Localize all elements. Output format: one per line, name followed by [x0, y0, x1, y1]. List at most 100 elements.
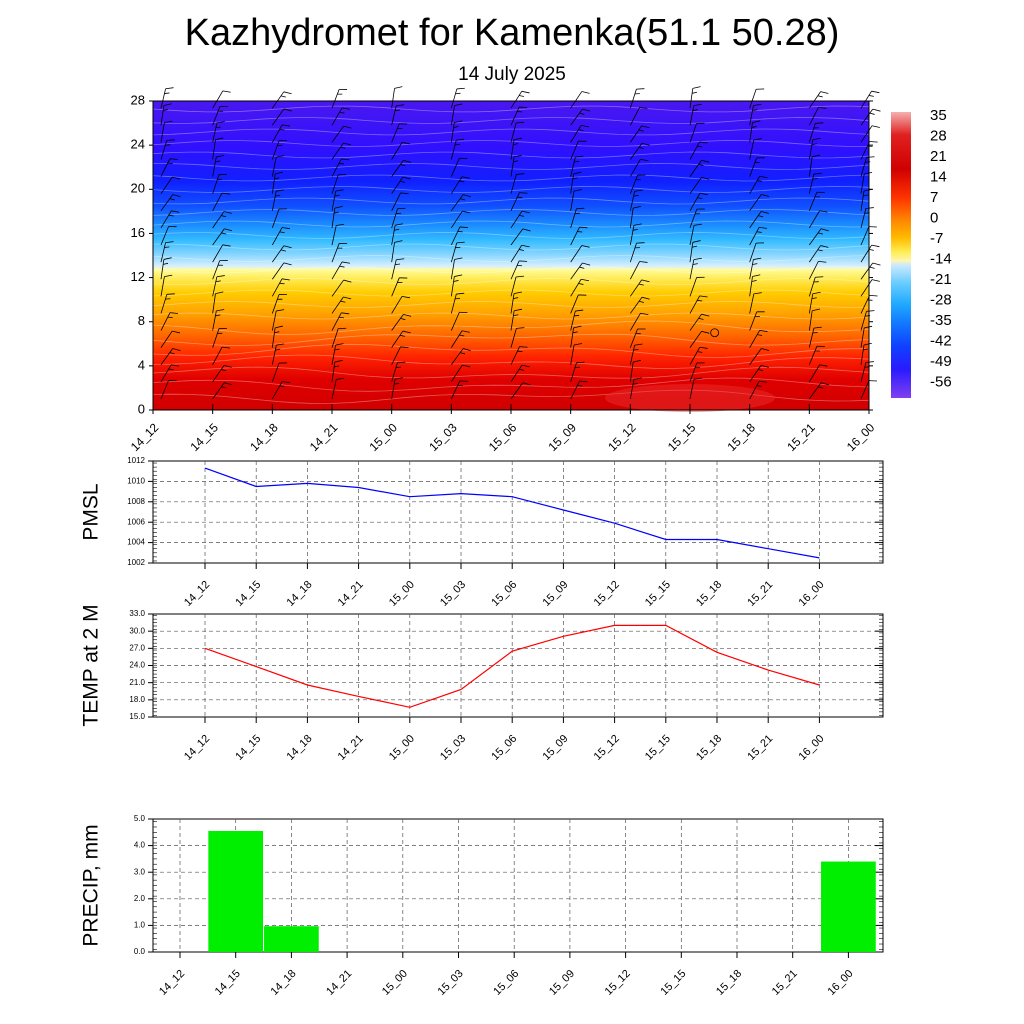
wind-barb [510, 244, 530, 263]
x-tick-label: 14_18 [284, 579, 314, 609]
wind-barb [749, 88, 765, 109]
x-tick-label: 14_18 [284, 733, 314, 763]
wind-barb [160, 380, 177, 400]
wind-barb [271, 189, 285, 211]
pmsl-frame [152, 460, 884, 564]
wind-barb [391, 141, 410, 160]
wind-barb [510, 327, 525, 348]
wind-barb [271, 208, 288, 229]
wind-barb [808, 172, 822, 194]
wind-barb [160, 293, 175, 314]
wind-barb [391, 104, 405, 126]
wind-barb [860, 279, 880, 297]
y-tick-label: 12 [131, 269, 145, 284]
x-tick-label: 15_09 [540, 733, 570, 763]
wind-barb [272, 108, 292, 126]
colorbar-label: 0 [930, 209, 938, 226]
wind-barb [570, 140, 587, 160]
wind-barb [331, 107, 350, 126]
colorbar-label: -35 [930, 312, 952, 329]
colorbar-label: -14 [930, 250, 952, 267]
wind-barb [450, 292, 465, 314]
colorbar-label: -28 [930, 291, 952, 308]
x-tick-label: 15_21 [745, 579, 775, 609]
wind-barb [860, 226, 877, 246]
wind-barb [808, 276, 824, 297]
wind-barb [749, 211, 769, 229]
wind-barb [331, 359, 343, 382]
wind-barb [510, 364, 530, 383]
x-tick-label: 15_00 [367, 420, 401, 454]
wind-barb [331, 261, 351, 280]
wind-barb [331, 243, 348, 263]
wind-barb [510, 291, 522, 314]
wind-barb [450, 157, 468, 177]
wind-barb [450, 138, 465, 160]
wind-barb [160, 257, 172, 280]
chart-title: Kazhydromet for Kamenka(51.1 50.28) [184, 12, 840, 54]
x-tick-label: 15_15 [658, 968, 688, 998]
wind-barb [860, 244, 880, 263]
wind-barb [212, 291, 224, 314]
wind-barb [391, 313, 412, 331]
wind-barb [689, 223, 702, 246]
wind-barb [570, 155, 584, 177]
wind-barb [331, 279, 352, 297]
wind-barb [271, 362, 288, 382]
y-tick-label: 30.0 [129, 626, 145, 635]
wind-barb [749, 226, 768, 246]
wind-barb [570, 91, 590, 109]
wind-barb [570, 262, 591, 280]
wind-barb [160, 226, 177, 246]
precip-panel: 0.0 1.0 2.0 3.0 4.0 5.0 PRECIP, mm [80, 814, 884, 958]
wind-barb [570, 226, 588, 246]
temperature-field [153, 101, 869, 410]
wind-barb [570, 325, 582, 348]
wind-barb [272, 245, 292, 263]
x-tick-label: 15_18 [714, 968, 744, 998]
x-tick-label: 15_00 [387, 579, 417, 609]
wind-barb [450, 176, 470, 194]
wind-barb [331, 312, 350, 331]
wind-barb [749, 103, 762, 126]
wind-barb [160, 330, 181, 348]
wind-barb [212, 173, 227, 194]
wind-barb [570, 309, 584, 331]
wind-barb [630, 296, 650, 314]
wind-barb [570, 294, 587, 314]
wind-barb [212, 260, 228, 280]
y-tick-label: 15.0 [129, 712, 145, 721]
wind-barb [331, 343, 344, 365]
wind-barb [271, 381, 291, 400]
wind-barb [450, 274, 463, 297]
wind-barb [212, 244, 231, 263]
wind-barb [749, 242, 765, 263]
wind-barb [391, 159, 412, 177]
wind-barb [212, 365, 232, 383]
wind-barb [860, 90, 880, 109]
wind-barb [808, 291, 821, 314]
wind-barb [570, 171, 582, 194]
x-tick-label: 15_15 [643, 733, 673, 763]
wind-barb [212, 346, 231, 365]
precip-bar [264, 926, 319, 952]
wind-barb [689, 176, 710, 194]
wind-barb [272, 262, 292, 280]
wind-barb [808, 122, 824, 143]
x-tick-label: 15_03 [438, 733, 468, 763]
wind-barb [331, 158, 350, 177]
wind-barb [629, 328, 646, 348]
wind-barb [212, 309, 225, 331]
x-tick-label: 14_12 [182, 579, 212, 609]
wind-barb [160, 241, 174, 263]
wind-barb [212, 327, 227, 348]
pmsl-ylabel: PMSL [80, 483, 103, 540]
wind-barb [689, 103, 702, 126]
colorbar-label: 7 [930, 189, 938, 206]
colorbar-label: -7 [930, 230, 943, 247]
x-tick-label: 15_06 [489, 733, 519, 763]
wind-barb [749, 380, 768, 400]
wind-barb [629, 107, 648, 126]
wind-barb [808, 154, 821, 177]
